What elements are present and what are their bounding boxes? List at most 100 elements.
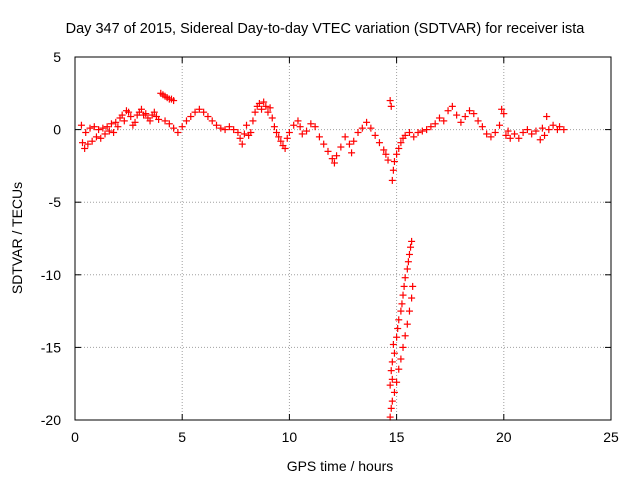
data-point	[238, 140, 246, 148]
data-point	[101, 130, 109, 138]
data-point	[511, 130, 519, 138]
data-point	[461, 113, 469, 121]
data-point	[401, 332, 409, 340]
data-point	[444, 107, 452, 115]
data-point	[105, 127, 113, 135]
data-point	[240, 130, 248, 138]
data-point	[440, 117, 448, 125]
data-point	[393, 150, 401, 158]
data-point	[390, 388, 398, 396]
y-tick-label: -5	[49, 194, 62, 210]
data-point	[79, 139, 87, 147]
data-point	[225, 123, 233, 131]
x-tick-label: 20	[496, 429, 512, 445]
data-point	[311, 123, 319, 131]
data-point	[264, 108, 272, 116]
data-point	[393, 333, 401, 341]
y-axis-title: SDTVAR / TECUs	[9, 182, 25, 294]
data-point	[345, 140, 353, 148]
data-point	[294, 117, 302, 125]
data-point	[397, 355, 405, 363]
data-point	[86, 124, 94, 132]
y-tick-label: -20	[41, 412, 61, 428]
data-point	[408, 294, 416, 302]
data-point	[236, 134, 244, 142]
data-series	[77, 89, 568, 421]
data-point	[146, 117, 154, 125]
data-point	[382, 150, 390, 158]
data-point	[195, 105, 203, 113]
data-point	[350, 137, 358, 145]
data-point	[389, 166, 397, 174]
data-point	[174, 129, 182, 137]
data-point	[191, 108, 199, 116]
data-point	[556, 123, 564, 131]
x-axis-title: GPS time / hours	[287, 458, 394, 474]
data-point	[363, 118, 371, 126]
data-point	[403, 320, 411, 328]
axis-tick-labels: 0 5 10 15 20 25 5 0 -5 -10 -15 -20	[41, 49, 619, 445]
data-point	[247, 129, 255, 137]
data-point	[262, 102, 270, 110]
data-point	[532, 127, 540, 135]
data-point	[204, 113, 212, 121]
data-point	[405, 250, 413, 258]
y-tick-label: 5	[53, 49, 61, 65]
data-point	[95, 126, 103, 134]
data-point	[324, 147, 332, 155]
data-point	[92, 133, 100, 141]
data-point	[270, 123, 278, 131]
y-tick-label: -10	[41, 267, 61, 283]
data-point	[397, 139, 405, 147]
data-point	[483, 130, 491, 138]
x-tick-label: 15	[389, 429, 405, 445]
data-point	[387, 367, 395, 375]
data-point	[97, 134, 105, 142]
x-tick-label: 10	[282, 429, 298, 445]
data-point	[498, 105, 506, 113]
data-point	[487, 133, 495, 141]
data-point	[161, 117, 169, 125]
data-point	[258, 105, 266, 113]
data-point	[543, 113, 551, 121]
data-point	[234, 129, 242, 137]
data-point	[403, 265, 411, 273]
data-point	[384, 156, 392, 164]
data-point	[457, 118, 465, 126]
data-point	[399, 291, 407, 299]
data-point	[388, 358, 396, 366]
data-point	[273, 129, 281, 137]
chart-title: Day 347 of 2015, Sidereal Day-to-day VTE…	[66, 21, 586, 37]
data-point	[178, 123, 186, 131]
data-point	[388, 397, 396, 405]
data-point	[208, 117, 216, 125]
data-point	[549, 121, 557, 129]
data-point	[388, 176, 396, 184]
data-point	[88, 137, 96, 145]
data-point	[393, 378, 401, 386]
data-point	[230, 126, 238, 134]
grid-lines	[75, 57, 611, 420]
data-point	[165, 120, 173, 128]
data-point	[414, 129, 422, 137]
data-point	[328, 155, 336, 163]
data-point	[397, 307, 405, 315]
data-point	[142, 110, 150, 118]
data-point	[155, 115, 163, 123]
data-point	[431, 120, 439, 128]
data-point	[538, 124, 546, 132]
data-point	[77, 121, 85, 129]
data-point	[371, 131, 379, 139]
data-point	[407, 243, 415, 251]
axis-ticks	[74, 56, 612, 421]
data-point	[390, 158, 398, 166]
data-point	[125, 108, 133, 116]
data-point	[519, 129, 527, 137]
data-point	[506, 134, 514, 142]
data-point	[170, 124, 178, 132]
data-point	[523, 126, 531, 134]
data-point	[84, 140, 92, 148]
data-point	[90, 123, 98, 131]
data-point	[277, 137, 285, 145]
